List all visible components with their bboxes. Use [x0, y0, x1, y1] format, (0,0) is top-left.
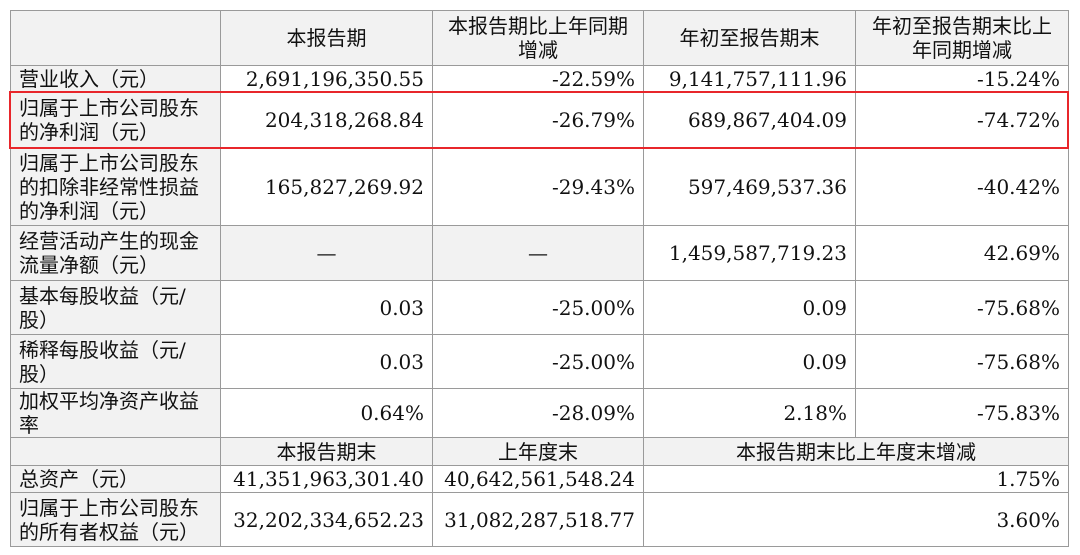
row-label: 归属于上市公司股东的净利润（元）: [10, 92, 221, 148]
value-cell: -28.09%: [432, 388, 644, 438]
value-cell: 1.75%: [643, 465, 1069, 493]
row-label: 总资产（元）: [10, 465, 221, 493]
row-label: 归属于上市公司股东的所有者权益（元）: [10, 492, 221, 547]
header-cell: 本报告期末: [220, 437, 433, 466]
value-cell: 165,827,269.92: [220, 147, 433, 226]
value-cell: 40,642,561,548.24: [432, 465, 644, 493]
header-cell: 本报告期末比上年度末增减: [643, 437, 1069, 466]
value-cell: 2,691,196,350.55: [220, 65, 433, 93]
row-label: 营业收入（元）: [10, 65, 221, 93]
table-row: 加权平均净资产收益率 0.64% -28.09% 2.18% -75.83%: [10, 388, 1069, 438]
header-cell: 上年度末: [432, 437, 644, 466]
value-cell: 1,459,587,719.23: [643, 225, 856, 281]
value-cell: —: [220, 225, 433, 281]
row-label: 经营活动产生的现金流量净额（元）: [10, 225, 221, 281]
header-cell: 年初至报告期末: [643, 10, 856, 66]
value-cell: 42.69%: [855, 225, 1069, 281]
header-cell: 年初至报告期末比上年同期增减: [855, 10, 1069, 66]
value-cell: -26.79%: [432, 92, 644, 148]
table-row: 本报告期末 上年度末 本报告期末比上年度末增减: [10, 437, 1069, 466]
row-label: 基本每股收益（元/股）: [10, 280, 221, 335]
value-cell: 31,082,287,518.77: [432, 492, 644, 547]
table-row: 经营活动产生的现金流量净额（元） — —1,459,587,719.23 42.69%: [10, 225, 1069, 281]
value-cell: -22.59%: [432, 65, 644, 93]
value-cell: -25.00%: [432, 334, 644, 389]
header-cell: 本报告期比上年同期增减: [432, 10, 644, 66]
table-row: 本报告期 本报告期比上年同期增减 年初至报告期末 年初至报告期末比上年同期增减: [10, 10, 1069, 66]
value-cell: 3.60%: [643, 492, 1069, 547]
table-row: 归属于上市公司股东的扣除非经常性损益的净利润（元） 165,827,269.92-…: [10, 147, 1069, 226]
table-row: 营业收入（元） 2,691,196,350.55 -22.59% 9,141,757,…: [10, 65, 1069, 93]
financial-table: 本报告期 本报告期比上年同期增减 年初至报告期末 年初至报告期末比上年同期增减 营业收入…: [10, 10, 1069, 547]
table-row: 归属于上市公司股东的所有者权益（元） 32,202,334,652.23 31,08…: [10, 492, 1069, 547]
value-cell: 2.18%: [643, 388, 856, 438]
value-cell: 0.64%: [220, 388, 433, 438]
value-cell: 0.03: [220, 334, 433, 389]
table-row: 总资产（元） 41,351,963,301.40 40,642,561,548.24…: [10, 465, 1069, 493]
value-cell: 0.09: [643, 280, 856, 335]
value-cell: -15.24%: [855, 65, 1069, 93]
table-row: 稀释每股收益（元/股） 0.03 -25.00% 0.09 -75.68%: [10, 334, 1069, 389]
value-cell: -74.72%: [855, 92, 1069, 148]
table-row: 归属于上市公司股东的净利润（元） 204,318,268.84 -26.79% 689…: [10, 92, 1069, 148]
value-cell: 0.09: [643, 334, 856, 389]
header-cell: 本报告期: [220, 10, 433, 66]
value-cell: —: [432, 225, 644, 281]
value-cell: 9,141,757,111.96: [643, 65, 856, 93]
table-body: 本报告期 本报告期比上年同期增减 年初至报告期末 年初至报告期末比上年同期增减 营业收入…: [10, 10, 1069, 547]
value-cell: 204,318,268.84: [220, 92, 433, 148]
value-cell: 32,202,334,652.23: [220, 492, 433, 547]
corner-cell: [10, 10, 221, 66]
row-label: 稀释每股收益（元/股）: [10, 334, 221, 389]
value-cell: 41,351,963,301.40: [220, 465, 433, 493]
value-cell: -75.68%: [855, 280, 1069, 335]
value-cell: -75.83%: [855, 388, 1069, 438]
value-cell: -75.68%: [855, 334, 1069, 389]
row-label: 加权平均净资产收益率: [10, 388, 221, 438]
row-label: 归属于上市公司股东的扣除非经常性损益的净利润（元）: [10, 147, 221, 226]
corner-cell: [10, 437, 221, 466]
value-cell: -25.00%: [432, 280, 644, 335]
value-cell: -40.42%: [855, 147, 1069, 226]
value-cell: 689,867,404.09: [643, 92, 856, 148]
value-cell: 0.03: [220, 280, 433, 335]
value-cell: -29.43%: [432, 147, 644, 226]
table-row: 基本每股收益（元/股） 0.03 -25.00% 0.09 -75.68%: [10, 280, 1069, 335]
value-cell: 597,469,537.36: [643, 147, 856, 226]
